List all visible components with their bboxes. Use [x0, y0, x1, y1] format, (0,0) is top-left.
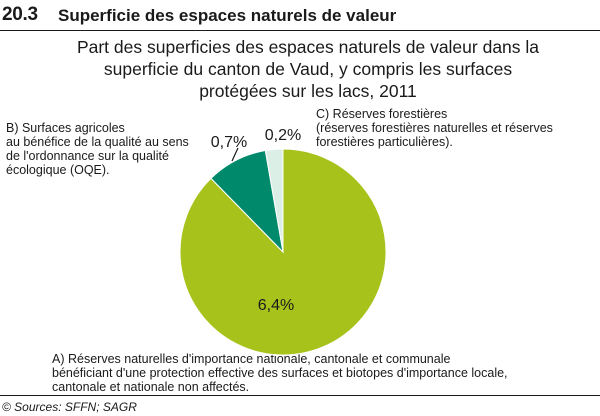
note-line: C) Réserves forestières	[316, 107, 448, 121]
note-line: au bénéfice de la qualité au sens	[6, 135, 189, 149]
note-b-agricultural: B) Surfaces agricoles au bénéfice de la …	[6, 121, 189, 177]
figure-title: Superficie des espaces naturels de valeu…	[58, 6, 397, 25]
slice-b-leader-line	[231, 147, 239, 162]
note-a-nature-reserves: A) Réserves naturelles d'importance nati…	[52, 352, 508, 394]
figure-header: 20.3 Superficie des espaces naturels de …	[0, 0, 600, 31]
note-line: bénéficiant d'une protection effective d…	[52, 366, 508, 380]
note-line: A) Réserves naturelles d'importance nati…	[52, 352, 451, 366]
pie-slices	[179, 148, 387, 356]
note-line: de l'ordonnance sur la qualité	[6, 149, 169, 163]
note-line: B) Surfaces agricoles	[6, 121, 125, 135]
subtitle-line: superficie du canton de Vaud, y compris …	[103, 59, 513, 79]
note-line: cantonale et nationale non affectés.	[52, 380, 250, 394]
figure-number: 20.3	[2, 4, 38, 25]
source-divider	[0, 395, 600, 396]
subtitle-line: Part des superficies des espaces naturel…	[76, 37, 540, 57]
chart-subtitle: Part des superficies des espaces naturel…	[20, 36, 596, 102]
note-line: écologique (OQE).	[6, 163, 110, 177]
note-line: (réserves forestières naturelles et rése…	[316, 121, 553, 135]
slice-label-a: 6,4%	[258, 297, 294, 314]
slice-label-c: 0,2%	[265, 127, 301, 144]
slice-label-b: 0,7%	[211, 134, 247, 151]
note-c-forest-reserves: C) Réserves forestières (réserves forest…	[316, 107, 553, 149]
note-line: forestières particulières).	[316, 135, 453, 149]
source-note: © Sources: SFFN; SAGR	[2, 400, 137, 414]
pie-slice-c	[264, 148, 284, 253]
subtitle-line: protégées sur les lacs, 2011	[199, 81, 417, 101]
